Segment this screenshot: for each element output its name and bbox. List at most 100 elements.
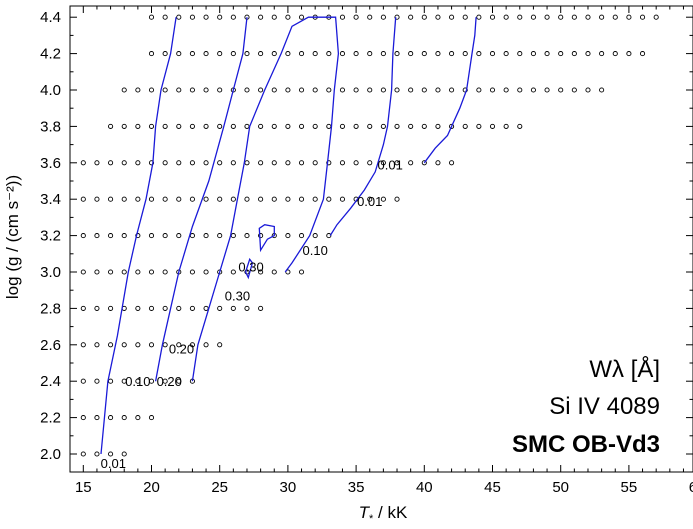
grid-point bbox=[271, 51, 277, 57]
grid-point bbox=[394, 160, 400, 166]
grid-point bbox=[367, 196, 373, 202]
grid-point bbox=[626, 14, 632, 20]
grid-point bbox=[312, 51, 318, 57]
grid-point bbox=[135, 305, 141, 311]
grid-point bbox=[94, 305, 100, 311]
grid-point bbox=[503, 123, 509, 129]
grid-point bbox=[435, 14, 441, 20]
grid-point bbox=[558, 87, 564, 93]
y-tick-label: 2.4 bbox=[40, 373, 61, 390]
grid-point bbox=[121, 378, 127, 384]
grid-point bbox=[394, 123, 400, 129]
grid-point bbox=[585, 14, 591, 20]
grid-point bbox=[380, 51, 386, 57]
grid-point bbox=[408, 87, 414, 93]
grid-point bbox=[380, 87, 386, 93]
grid-point bbox=[217, 14, 223, 20]
grid-point bbox=[421, 87, 427, 93]
grid-point bbox=[489, 51, 496, 57]
grid-point bbox=[203, 160, 209, 166]
grid-point bbox=[258, 51, 264, 57]
grid-point bbox=[544, 14, 550, 20]
grid-point bbox=[353, 160, 359, 166]
grid-point bbox=[380, 196, 386, 202]
grid-point bbox=[244, 123, 250, 129]
contour-label: 0.01 bbox=[101, 456, 126, 471]
grid-point bbox=[626, 51, 632, 57]
grid-point bbox=[108, 342, 114, 348]
grid-point bbox=[258, 123, 264, 129]
grid-point bbox=[217, 87, 223, 93]
contour-line-0-10 bbox=[154, 17, 248, 382]
grid-point bbox=[94, 378, 100, 384]
grid-point bbox=[312, 196, 318, 202]
y-tick-label: 4.0 bbox=[40, 82, 61, 99]
grid-point bbox=[298, 160, 305, 166]
x-tick-label: 30 bbox=[280, 479, 297, 496]
grid-point bbox=[176, 123, 182, 129]
y-tick-label: 3.8 bbox=[40, 118, 61, 135]
grid-point bbox=[612, 51, 618, 57]
grid-point bbox=[176, 160, 182, 166]
grid-point bbox=[135, 378, 141, 384]
grid-point bbox=[162, 378, 168, 384]
grid-point bbox=[135, 342, 141, 348]
y-tick-label: 2.2 bbox=[40, 410, 61, 427]
grid-point bbox=[162, 123, 168, 129]
grid-point bbox=[135, 123, 141, 129]
grid-point bbox=[599, 14, 605, 20]
grid-point bbox=[176, 342, 182, 348]
grid-point bbox=[244, 196, 250, 202]
grid-point bbox=[339, 51, 346, 57]
grid-point bbox=[189, 123, 195, 129]
grid-point bbox=[544, 87, 550, 93]
grid-point bbox=[612, 14, 618, 20]
grid-point bbox=[298, 51, 305, 57]
grid-point bbox=[258, 233, 264, 239]
grid-point bbox=[217, 160, 223, 166]
grid-point bbox=[94, 196, 100, 202]
grid-point bbox=[449, 123, 455, 129]
grid-point bbox=[203, 342, 209, 348]
grid-point bbox=[244, 233, 250, 239]
grid-point bbox=[517, 87, 523, 93]
contour-label: 0.10 bbox=[303, 243, 328, 258]
grid-point bbox=[408, 160, 414, 166]
contour-label: 0.30 bbox=[238, 260, 263, 275]
x-tick-label: 15 bbox=[75, 479, 92, 496]
grid-point bbox=[80, 160, 86, 166]
grid-point bbox=[108, 269, 114, 275]
contour-label: 0.20 bbox=[157, 374, 182, 389]
grid-point bbox=[162, 14, 168, 20]
grid-point bbox=[285, 196, 291, 202]
grid-point bbox=[162, 87, 168, 93]
grid-point bbox=[489, 14, 496, 20]
grid-point bbox=[217, 51, 223, 57]
grid-point bbox=[326, 196, 332, 202]
grid-point bbox=[339, 160, 346, 166]
grid-point bbox=[189, 196, 195, 202]
grid-point bbox=[285, 14, 291, 20]
grid-point bbox=[244, 160, 250, 166]
grid-point bbox=[217, 233, 223, 239]
x-tick-label: 35 bbox=[348, 479, 365, 496]
grid-point bbox=[94, 233, 100, 239]
grid-point bbox=[189, 269, 195, 275]
grid-point bbox=[353, 123, 359, 129]
grid-point bbox=[135, 415, 141, 421]
grid-point bbox=[148, 342, 155, 348]
grid-point bbox=[189, 233, 195, 239]
contour-line-0-01 bbox=[100, 17, 177, 455]
grid-point bbox=[435, 123, 441, 129]
grid-point bbox=[503, 87, 509, 93]
grid-point bbox=[530, 14, 536, 20]
grid-point bbox=[271, 160, 277, 166]
x-tick-label: 25 bbox=[211, 479, 228, 496]
grid-point bbox=[108, 415, 114, 421]
grid-point bbox=[108, 196, 114, 202]
grid-point bbox=[189, 14, 195, 20]
grid-point bbox=[176, 87, 182, 93]
grid-point bbox=[367, 51, 373, 57]
grid-point bbox=[394, 196, 400, 202]
